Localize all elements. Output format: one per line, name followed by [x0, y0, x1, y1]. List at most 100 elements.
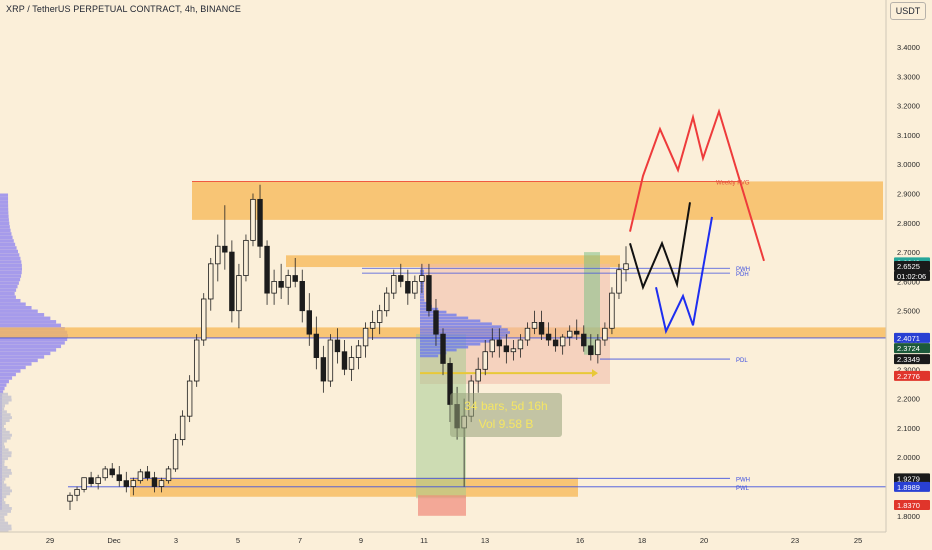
- candle-2: [81, 477, 87, 493]
- candle-61: [496, 328, 503, 358]
- candle-25: [243, 234, 249, 282]
- candle-42: [362, 322, 369, 358]
- candle-19: [201, 293, 207, 346]
- candle-1: [74, 486, 80, 502]
- y-tick-label-11: 2.3000: [897, 365, 920, 374]
- svg-text:2.3349: 2.3349: [897, 355, 920, 364]
- y-tick-label-3: 3.1000: [897, 131, 920, 140]
- candle-11: [144, 465, 151, 481]
- candle-0: [67, 492, 73, 510]
- measure-bars-label: 34 bars, 5d 16h: [464, 399, 548, 413]
- candle-76: [602, 322, 608, 346]
- candle-38: [334, 328, 341, 364]
- candle-78: [616, 263, 622, 299]
- x-tick-label-8: 16: [576, 536, 584, 545]
- y-tick-label-16: 1.8000: [897, 512, 920, 521]
- candle-36: [320, 345, 327, 393]
- candle-14: [165, 465, 172, 484]
- candle-26: [250, 193, 256, 247]
- candle-8: [123, 471, 130, 493]
- y-tick-label-2: 3.2000: [897, 102, 920, 111]
- price-label-1: 2.6525: [894, 261, 930, 272]
- measure-range-right: [584, 252, 600, 355]
- candle-51: [426, 263, 432, 317]
- x-tick-label-2: 3: [174, 536, 178, 545]
- level-label-5: Weekly FVG: [716, 180, 750, 186]
- candle-63: [510, 340, 517, 361]
- candle-72: [574, 319, 580, 340]
- candle-75: [595, 334, 601, 364]
- chart-title: XRP / TetherUS PERPETUAL CONTRACT, 4h, B…: [6, 4, 242, 14]
- candle-37: [327, 334, 334, 387]
- candle-40: [348, 345, 355, 382]
- candle-18: [193, 334, 200, 387]
- x-tick-label-0: 29: [46, 536, 54, 545]
- y-tick-label-9: 2.5000: [897, 307, 920, 316]
- x-tick-label-6: 11: [420, 536, 428, 545]
- x-tick-label-11: 23: [791, 536, 799, 545]
- supply-demand-zone-1: [286, 255, 620, 268]
- candle-15: [172, 433, 179, 472]
- y-tick-label-5: 2.9000: [897, 190, 920, 199]
- y-tick-label-13: 2.1000: [897, 424, 920, 433]
- candle-58: [475, 357, 481, 393]
- candle-77: [609, 287, 615, 335]
- candle-30: [278, 263, 284, 299]
- level-label-0: PWH: [736, 267, 750, 273]
- supply-demand-zone-3: [130, 477, 578, 497]
- y-tick-label-12: 2.2000: [897, 395, 920, 404]
- svg-text:2.2776: 2.2776: [897, 372, 920, 381]
- price-label-2: 01:02:06: [894, 270, 930, 281]
- candle-3: [88, 471, 94, 487]
- candle-65: [524, 322, 531, 346]
- candle-50: [419, 263, 425, 294]
- candle-47: [398, 263, 404, 288]
- candle-32: [292, 257, 298, 288]
- y-tick-label-8: 2.6000: [897, 277, 920, 286]
- candle-31: [285, 269, 291, 305]
- candle-68: [545, 322, 552, 346]
- candle-45: [384, 287, 390, 317]
- price-label-8: 1.8989: [894, 481, 930, 492]
- currency-selector-button[interactable]: USDT: [890, 2, 926, 20]
- y-tick-label-6: 2.8000: [897, 219, 920, 228]
- candle-34: [306, 293, 312, 346]
- candle-27: [257, 184, 263, 258]
- candle-41: [355, 340, 362, 370]
- candle-20: [208, 257, 214, 311]
- candlestick-series: [67, 184, 629, 510]
- svg-text:01:02:06: 01:02:06: [897, 272, 926, 281]
- candle-23: [229, 240, 235, 323]
- candle-64: [517, 334, 524, 358]
- svg-text:1.8989: 1.8989: [897, 483, 920, 492]
- candle-73: [581, 325, 587, 352]
- candle-43: [369, 310, 376, 340]
- measure-range-bottom: [418, 495, 466, 516]
- price-label-3: 2.4071: [894, 332, 930, 343]
- candle-13: [158, 477, 165, 493]
- candle-53: [440, 328, 446, 376]
- price-label-7: 1.9279: [894, 473, 930, 484]
- projection-path-black: [629, 202, 691, 291]
- price-label-5: 2.3349: [894, 354, 930, 365]
- level-label-2: PDL: [736, 358, 748, 364]
- candle-52: [433, 298, 439, 346]
- candle-17: [186, 375, 193, 423]
- candle-49: [412, 275, 418, 299]
- time-axis: 29 Dec 3 5 7 9 11 13 16 18 20 23 25: [0, 531, 932, 550]
- x-tick-label-12: 25: [854, 536, 862, 545]
- candle-74: [588, 334, 594, 361]
- y-tick-label-4: 3.0000: [897, 160, 920, 169]
- candle-44: [376, 304, 383, 335]
- y-tick-label-14: 2.0000: [897, 453, 920, 462]
- candle-22: [222, 205, 228, 270]
- level-label-1: PDH: [736, 272, 749, 278]
- svg-text:2.4071: 2.4071: [897, 334, 920, 343]
- candle-24: [236, 263, 242, 329]
- candle-16: [179, 410, 186, 446]
- candle-71: [566, 325, 573, 346]
- price-label-4: 2.3724: [894, 343, 930, 354]
- measure-tool-box[interactable]: 34 bars, 5d 16h Vol 9.58 B: [450, 393, 562, 437]
